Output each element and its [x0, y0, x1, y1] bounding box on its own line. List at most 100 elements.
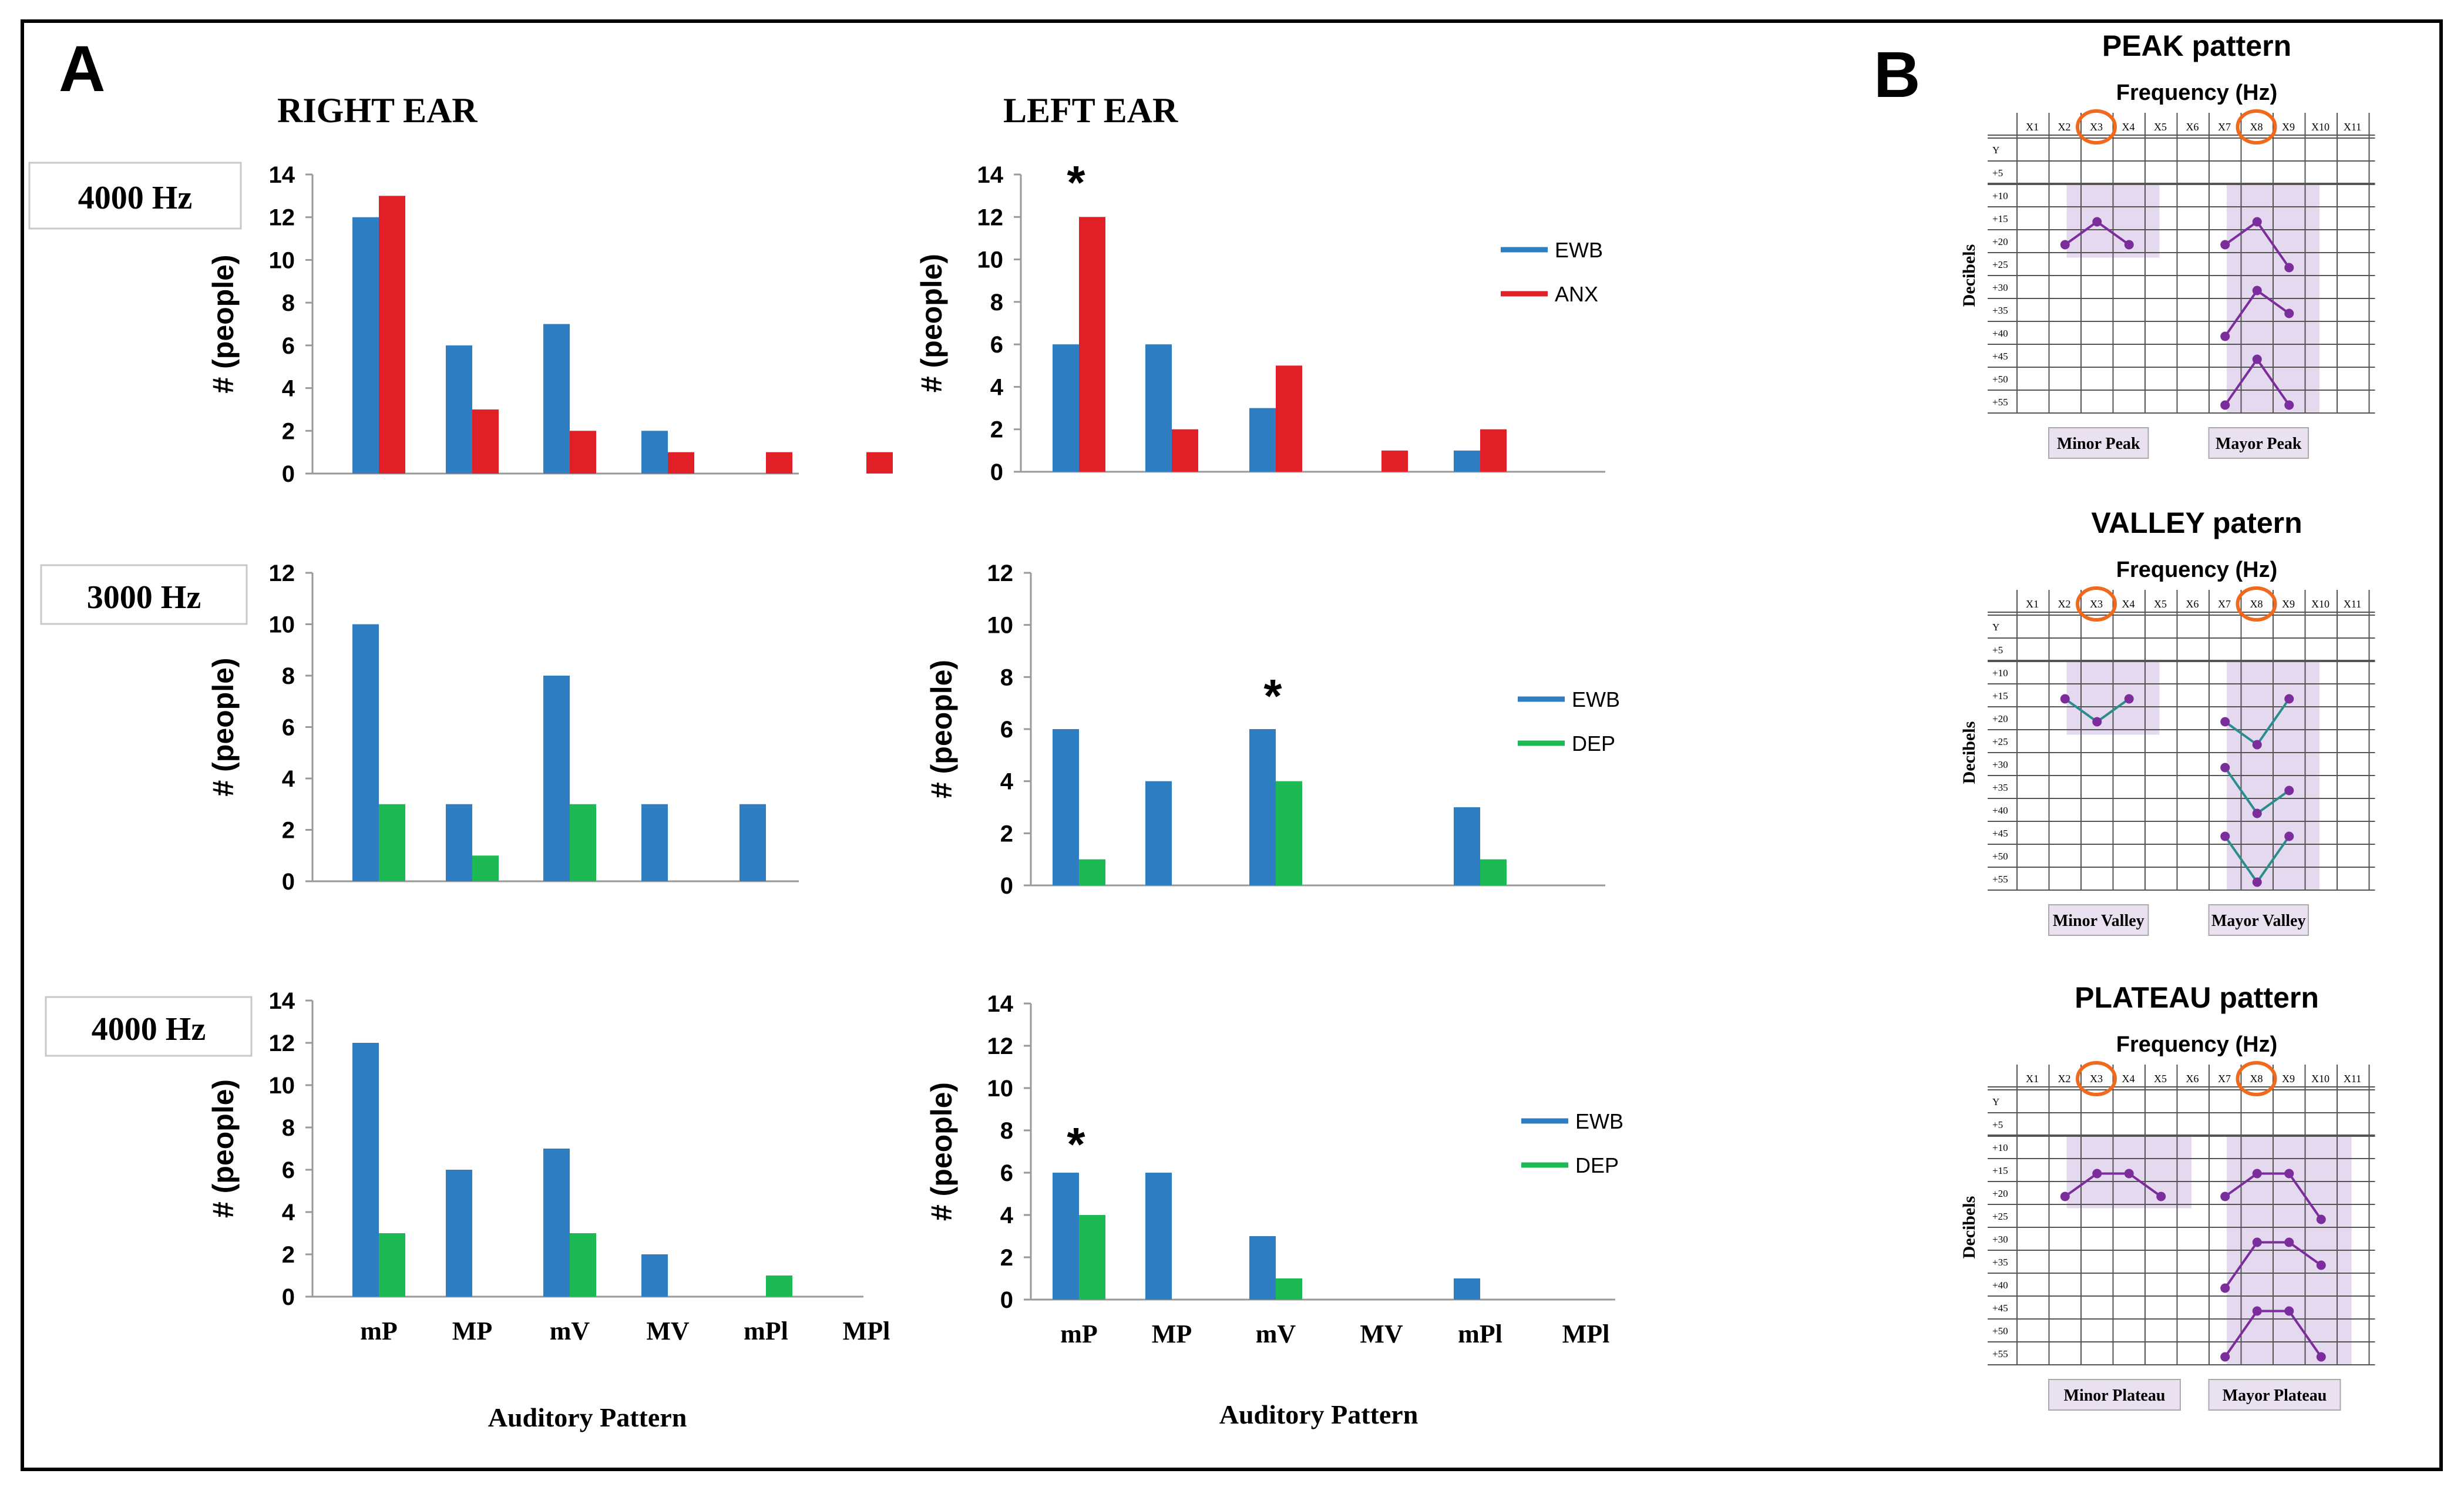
db-label: +50 [1992, 1325, 2008, 1337]
freq-label: X8 [2250, 598, 2263, 610]
freq-label: X10 [2311, 598, 2329, 610]
bar-dep-mP [379, 804, 405, 881]
bar-anx-mP [1079, 217, 1105, 472]
circled-frequency [2076, 1061, 2117, 1096]
row-label-2: 3000 Hz [40, 564, 248, 625]
row-label-1-text: 4000 Hz [78, 180, 192, 216]
bar-chart-4000hz-left-ear: 0 2 4 6 8 10 12 14 # (people) EWB ANX * [915, 156, 1605, 485]
y-tick-label: 6 [282, 715, 295, 741]
bar-dep-mP [1079, 1215, 1105, 1300]
major-pattern-point [2252, 286, 2262, 296]
x-tick-label: MP [452, 1317, 492, 1345]
major-pattern-point [2284, 308, 2294, 318]
row-label-3-text: 4000 Hz [92, 1011, 206, 1048]
major-pattern-point [2284, 263, 2294, 273]
frequency-title: Frequency (Hz) [2116, 80, 2277, 105]
major-label-box [2208, 427, 2309, 459]
db-label: +5 [1992, 645, 2003, 656]
circled-frequency [2236, 1061, 2277, 1096]
major-pattern-point [2284, 1237, 2294, 1247]
y-tick-label: 4 [990, 374, 1004, 400]
decibels-label: Decibels [1959, 244, 1979, 307]
y-tick-label: 6 [990, 332, 1003, 358]
minor-label-box [2048, 904, 2149, 936]
db-label: Y [1992, 622, 1999, 633]
y-tick-label: 12 [269, 1031, 295, 1056]
freq-label: X8 [2250, 1073, 2263, 1085]
major-pattern-point [2252, 1169, 2262, 1179]
freq-label: X9 [2282, 598, 2295, 610]
circled-frequency [2236, 109, 2277, 145]
row-label-2-text: 3000 Hz [87, 579, 201, 616]
bar-ewb-mV [543, 324, 570, 474]
bar-ewb-mPl [1454, 807, 1480, 885]
major-pattern-point [2316, 1260, 2326, 1270]
y-tick-label: 0 [282, 461, 295, 487]
major-pattern-point [2220, 717, 2230, 727]
y-tick-label: 6 [1000, 717, 1013, 743]
db-label: +15 [1992, 1165, 2008, 1176]
bar-ewb-MP [1145, 1173, 1172, 1300]
left-ear-header: LEFT EAR [1003, 91, 1178, 130]
major-label: Mayor Peak [2216, 435, 2302, 453]
bar-dep-mV [570, 1233, 596, 1297]
bar-ewb-mV [1249, 729, 1276, 885]
freq-label: X5 [2154, 1073, 2167, 1085]
freq-label: X11 [2344, 598, 2361, 610]
major-pattern-point [2316, 1214, 2326, 1224]
x-tick-label: MPl [843, 1317, 890, 1345]
bar-ewb-MV [641, 804, 668, 881]
circled-frequency [2076, 586, 2117, 622]
x-tick-label: MP [1152, 1320, 1192, 1348]
minor-pattern-point [2060, 240, 2070, 250]
bar-ewb-MP [1145, 344, 1172, 472]
freq-label: X4 [2122, 598, 2135, 610]
bar-dep-mP [1079, 859, 1105, 885]
bar-chart-4000hz-bottom-left-ear: 0 2 4 6 8 10 12 14 # (people) mP MP mV MV mPl MPl Audit… [925, 991, 1623, 1429]
db-label: +30 [1992, 1234, 2008, 1245]
figure-border [21, 19, 2443, 1471]
major-pattern-point [2284, 400, 2294, 410]
major-pattern-line [2224, 1310, 2322, 1358]
freq-label: X6 [2186, 1073, 2199, 1085]
db-label: +30 [1992, 282, 2008, 293]
legend-label-anx: ANX [1555, 282, 1598, 306]
freq-label: X1 [2026, 1073, 2039, 1085]
legend-label-ewb: EWB [1575, 1109, 1623, 1133]
bar-ewb-MP [1145, 781, 1172, 885]
y-tick-label: 6 [282, 333, 295, 359]
y-tick-label: 8 [1000, 664, 1013, 690]
db-label: +15 [1992, 213, 2008, 224]
freq-label: X1 [2026, 121, 2039, 133]
y-axis-label: # (people) [925, 660, 958, 798]
minor-pattern-point [2092, 1169, 2102, 1179]
db-label: +40 [1992, 1280, 2008, 1291]
major-pattern-point [2252, 217, 2262, 227]
freq-label: X7 [2218, 121, 2231, 133]
major-pattern-point [2220, 1283, 2230, 1293]
db-label: Y [1992, 145, 1999, 156]
minor-pattern-point [2156, 1191, 2166, 1201]
right-ear-header: RIGHT EAR [277, 91, 478, 130]
frequency-title: Frequency (Hz) [2116, 558, 2277, 582]
major-pattern-point [2284, 694, 2294, 704]
audiogram-title: PLATEAU pattern [2075, 981, 2319, 1014]
y-axis-label: # (people) [925, 1082, 958, 1221]
db-label: +40 [1992, 328, 2008, 339]
y-tick-label: 4 [282, 1200, 295, 1226]
y-axis-label: # (people) [207, 1079, 240, 1218]
bar-anx-mP [379, 196, 405, 474]
bar-dep-mP [379, 1233, 405, 1297]
freq-label: X10 [2311, 1073, 2329, 1085]
x-tick-label: mPl [744, 1317, 788, 1345]
y-tick-label: 6 [282, 1157, 295, 1183]
freq-label: X4 [2122, 121, 2135, 133]
freq-label: X7 [2218, 1073, 2231, 1085]
major-pattern-point [2284, 831, 2294, 841]
major-pattern-point [2220, 400, 2230, 410]
major-pattern-point [2252, 808, 2262, 818]
db-label: +35 [1992, 305, 2008, 316]
major-pattern-point [2252, 877, 2262, 887]
bar-anx-MV [1381, 450, 1408, 472]
major-pattern-line [2224, 1172, 2322, 1220]
